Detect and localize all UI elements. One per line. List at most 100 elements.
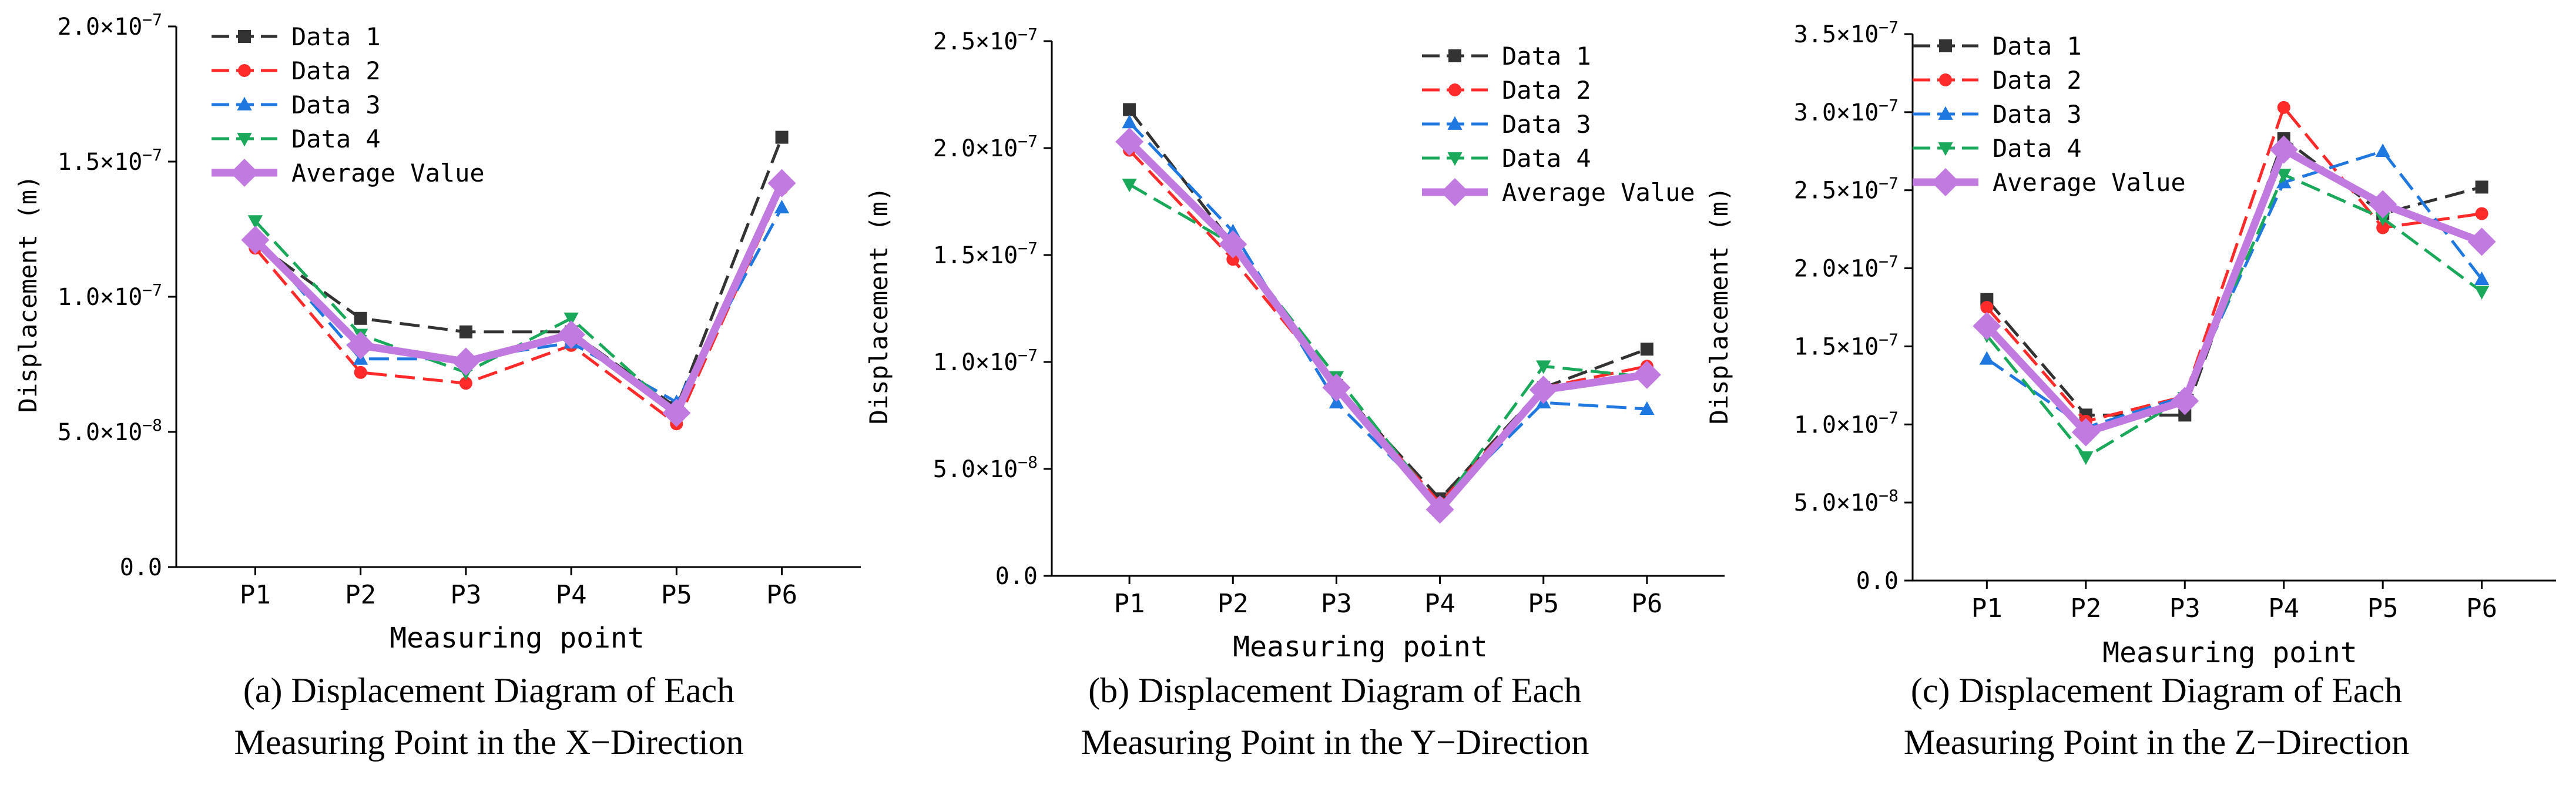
data-point <box>354 311 367 325</box>
x-tick-label: P2 <box>1217 589 1249 619</box>
data-point <box>1973 311 2001 340</box>
chart-b: 0.05.0×10−81.0×10−71.5×10−72.0×10−72.5×1… <box>864 25 1725 762</box>
legend-marker <box>1448 49 1461 62</box>
legend-label: Data 1 <box>1993 32 2082 61</box>
series-average-value <box>1973 135 2496 447</box>
data-point <box>1122 115 1137 129</box>
caption-line-2: Measuring Point in the Z−Direction <box>1904 723 2409 762</box>
data-point <box>1123 103 1136 116</box>
y-tick-label: 5.0×10−8 <box>58 415 162 446</box>
legend-marker <box>1939 39 1952 52</box>
y-tick-mantissa: 1.0×10 <box>58 284 143 311</box>
x-tick-label: P5 <box>2367 593 2399 623</box>
data-point <box>1115 128 1144 156</box>
x-tick-label: P6 <box>2466 593 2497 623</box>
data-point <box>1322 373 1351 402</box>
data-point <box>1979 351 1994 365</box>
legend-marker <box>237 96 252 110</box>
y-tick-exponent: −7 <box>1018 346 1038 365</box>
legend-marker <box>1938 106 1953 120</box>
y-tick-exponent: −7 <box>142 10 162 29</box>
y-tick-label: 5.0×10−8 <box>1794 486 1899 517</box>
x-tick-label: P6 <box>1631 589 1662 619</box>
y-tick-exponent: −7 <box>1879 18 1899 37</box>
caption-line-2: Measuring Point in the X−Direction <box>234 723 743 762</box>
series-line <box>1985 173 2483 459</box>
legend-marker <box>1938 142 1953 156</box>
data-point <box>1529 375 1558 404</box>
legend-label: Average Value <box>291 159 485 187</box>
caption-line-1: (b) Displacement Diagram of Each <box>1088 671 1582 710</box>
legend-label: Average Value <box>1502 178 1695 207</box>
series-data-4 <box>247 177 790 421</box>
data-point <box>767 169 796 197</box>
legend-label: Data 2 <box>1502 76 1591 105</box>
y-tick-mantissa: 1.0×10 <box>1794 411 1879 438</box>
y-tick-mantissa: 2.5×10 <box>933 28 1018 55</box>
legend-marker <box>1931 168 1960 196</box>
legend-marker <box>1447 152 1463 166</box>
y-tick-label: 0.0 <box>995 563 1038 590</box>
y-tick-label: 3.0×10−7 <box>1794 96 1899 126</box>
legend-label: Data 1 <box>1502 42 1591 71</box>
y-tick-label: 1.0×10−7 <box>1794 408 1899 438</box>
x-axis-label: Measuring point <box>390 622 644 655</box>
series-average-value <box>1115 128 1661 524</box>
y-tick-mantissa: 1.0×10 <box>933 349 1018 376</box>
y-tick-exponent: −7 <box>1879 252 1899 271</box>
data-point <box>1632 360 1661 389</box>
series-line <box>1128 183 1648 509</box>
y-tick-label: 2.0×10−7 <box>933 132 1038 162</box>
caption-line-1: (a) Displacement Diagram of Each <box>243 671 734 710</box>
y-tick-mantissa: 0.0 <box>120 554 162 581</box>
series-average-value <box>241 169 796 427</box>
y-axis-label: Displacement (m) <box>14 175 42 413</box>
legend-label: Data 3 <box>291 90 381 119</box>
y-tick-label: 1.0×10−7 <box>933 346 1038 376</box>
x-tick-label: P4 <box>1424 589 1455 619</box>
data-point <box>2375 212 2390 226</box>
y-tick-label: 2.0×10−7 <box>58 10 162 41</box>
data-point <box>662 398 691 427</box>
y-tick-mantissa: 2.0×10 <box>1794 256 1879 283</box>
y-tick-mantissa: 1.5×10 <box>58 149 143 176</box>
data-point <box>346 331 375 360</box>
x-tick-label: P5 <box>661 580 692 610</box>
data-point <box>557 320 586 349</box>
x-tick-label: P2 <box>345 580 376 610</box>
legend-marker <box>238 64 251 77</box>
data-point <box>2375 143 2390 157</box>
y-tick-exponent: −7 <box>1018 25 1038 44</box>
legend-marker <box>230 159 259 187</box>
y-tick-mantissa: 2.0×10 <box>933 135 1018 162</box>
legend-marker <box>237 133 252 147</box>
data-point <box>1639 401 1655 415</box>
chart-c: 0.05.0×10−81.0×10−71.5×10−72.0×10−72.5×1… <box>1705 18 2556 762</box>
legend-label: Average Value <box>1993 168 2186 197</box>
series-data-2 <box>249 182 789 431</box>
legend-label: Data 4 <box>1502 144 1591 173</box>
data-point <box>1425 495 1454 524</box>
data-point <box>2369 190 2397 219</box>
x-tick-label: P2 <box>2070 593 2101 623</box>
y-tick-label: 5.0×10−8 <box>933 452 1038 483</box>
legend-label: Data 2 <box>291 56 381 85</box>
y-tick-label: 0.0 <box>120 554 162 581</box>
series-line <box>1126 139 1648 514</box>
data-point <box>2277 100 2290 114</box>
y-tick-exponent: −7 <box>1879 96 1899 115</box>
legend-marker <box>1447 116 1463 130</box>
legend-label: Data 2 <box>1993 66 2082 95</box>
y-tick-mantissa: 0.0 <box>1856 568 1899 595</box>
series-line <box>1128 149 1648 505</box>
data-point <box>1122 178 1137 193</box>
data-point <box>247 215 263 229</box>
y-tick-label: 1.0×10−7 <box>58 280 162 311</box>
data-point <box>2071 418 2100 447</box>
data-point <box>2474 286 2490 300</box>
x-tick-label: P6 <box>766 580 797 610</box>
x-tick-label: P4 <box>556 580 587 610</box>
data-point <box>2475 207 2488 220</box>
data-point <box>2276 169 2292 183</box>
x-tick-label: P1 <box>240 580 271 610</box>
